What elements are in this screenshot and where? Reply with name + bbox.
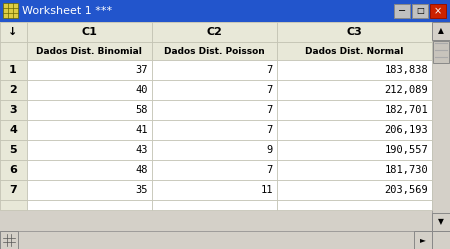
Text: C3: C3 (346, 27, 362, 37)
Text: 11: 11 (261, 185, 273, 195)
Text: 37: 37 (135, 65, 148, 75)
Text: 7: 7 (267, 85, 273, 95)
Text: 7: 7 (267, 125, 273, 135)
Text: ↓: ↓ (8, 27, 18, 37)
Text: 203,569: 203,569 (384, 185, 428, 195)
Text: 58: 58 (135, 105, 148, 115)
Text: 3: 3 (9, 105, 17, 115)
Text: ▼: ▼ (438, 217, 444, 227)
Text: 183,838: 183,838 (384, 65, 428, 75)
Text: 2: 2 (9, 85, 17, 95)
Text: C1: C1 (81, 27, 97, 37)
Text: 6: 6 (9, 165, 17, 175)
Text: Dados Dist. Poisson: Dados Dist. Poisson (164, 47, 265, 56)
Text: 7: 7 (267, 105, 273, 115)
Text: 212,089: 212,089 (384, 85, 428, 95)
Text: C2: C2 (206, 27, 222, 37)
Text: □: □ (416, 6, 424, 15)
Text: 7: 7 (267, 165, 273, 175)
Text: −: − (398, 6, 406, 16)
Text: ►: ► (420, 236, 426, 245)
Text: 5: 5 (9, 145, 17, 155)
Text: 190,557: 190,557 (384, 145, 428, 155)
Text: 35: 35 (135, 185, 148, 195)
Text: 206,193: 206,193 (384, 125, 428, 135)
Text: 181,730: 181,730 (384, 165, 428, 175)
Text: 48: 48 (135, 165, 148, 175)
Text: 41: 41 (135, 125, 148, 135)
Text: Worksheet 1 ***: Worksheet 1 *** (22, 6, 112, 16)
Text: 4: 4 (9, 125, 17, 135)
Text: 7: 7 (9, 185, 17, 195)
Text: Dados Dist. Normal: Dados Dist. Normal (305, 47, 403, 56)
Text: 7: 7 (267, 65, 273, 75)
Text: 40: 40 (135, 85, 148, 95)
Text: Dados Dist. Binomial: Dados Dist. Binomial (36, 47, 142, 56)
Text: 43: 43 (135, 145, 148, 155)
Text: 182,701: 182,701 (384, 105, 428, 115)
Text: 9: 9 (267, 145, 273, 155)
Text: 1: 1 (9, 65, 17, 75)
Text: ▲: ▲ (438, 26, 444, 36)
Text: ×: × (434, 6, 442, 16)
